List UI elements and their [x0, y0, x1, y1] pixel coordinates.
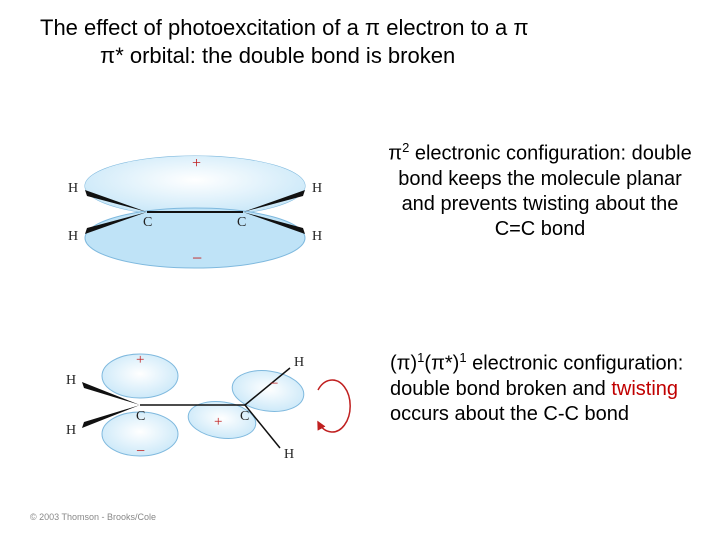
pi-symbol: π [513, 15, 528, 40]
t: *) [445, 353, 459, 375]
svg-text:H: H [284, 447, 294, 462]
diagram-pi-antibonding: C C H H H H + − − + [30, 330, 360, 480]
svg-text:C: C [240, 409, 249, 424]
pi-antibonding-svg: C C H H H H + − − + [30, 330, 360, 480]
diagram-pi-bonding: C C H H H H + − [30, 130, 360, 290]
svg-text:+: + [192, 155, 201, 172]
t: electronic configuration: [467, 353, 684, 375]
title-part: electron to a [380, 15, 513, 40]
svg-text:−: − [192, 248, 202, 268]
svg-text:H: H [68, 229, 78, 244]
caption-bonding: π2 electronic configuration: double bond… [380, 140, 700, 242]
caption-antibonding: (π)1(π*)1 electronic configuration: doub… [390, 350, 690, 427]
copyright-credit: © 2003 Thomson - Brooks/Cole [30, 512, 156, 522]
svg-text:H: H [68, 181, 78, 196]
svg-text:H: H [66, 423, 76, 438]
svg-text:H: H [294, 355, 304, 370]
svg-text:−: − [270, 376, 278, 392]
pi-symbol: π [431, 353, 445, 375]
slide: The effect of photoexcitation of a π ele… [0, 0, 720, 540]
pi-symbol: π [100, 43, 115, 68]
pi-symbol: π [388, 143, 402, 165]
svg-text:C: C [237, 215, 246, 230]
title-part: The effect of photoexcitation of a [40, 15, 365, 40]
svg-text:C: C [136, 409, 145, 424]
svg-text:C: C [143, 215, 152, 230]
superscript: 1 [459, 350, 466, 365]
svg-text:+: + [136, 352, 144, 368]
svg-text:−: − [136, 443, 145, 460]
title-part: * orbital: the double bond is broken [115, 43, 455, 68]
slide-title: The effect of photoexcitation of a π ele… [40, 14, 680, 69]
t: ( [390, 353, 397, 375]
svg-text:H: H [312, 229, 322, 244]
svg-text:+: + [214, 414, 222, 430]
caption-text: electronic configuration: double bond ke… [398, 143, 691, 240]
pi-bonding-svg: C C H H H H + − [30, 130, 360, 290]
svg-text:H: H [312, 181, 322, 196]
svg-text:H: H [66, 373, 76, 388]
t: occurs about the C-C bond [390, 403, 629, 425]
t: double bond broken and [390, 378, 611, 400]
pi-symbol: π [365, 15, 380, 40]
pi-symbol: π [397, 353, 411, 375]
twisting-word: twisting [611, 378, 678, 400]
